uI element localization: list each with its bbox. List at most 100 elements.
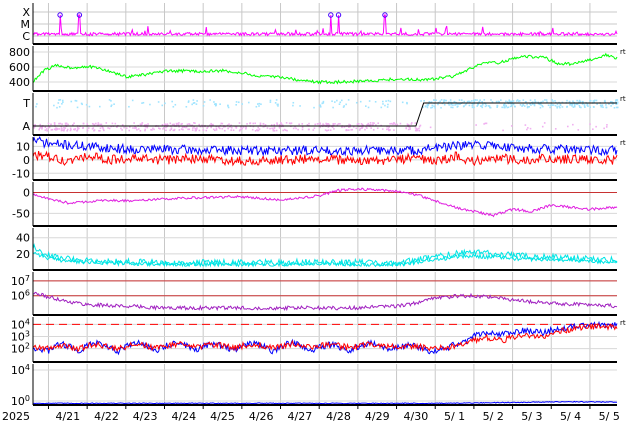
polarity-point	[226, 124, 229, 127]
polarity-point	[508, 99, 511, 102]
polarity-point	[380, 106, 383, 109]
polarity-point	[603, 127, 605, 130]
polarity-point	[472, 103, 474, 105]
polarity-point	[295, 127, 297, 130]
polarity-point	[347, 99, 350, 101]
polarity-point	[431, 104, 434, 107]
polarity-point	[512, 100, 515, 102]
rt-marker: rt	[620, 139, 626, 147]
polarity-point	[144, 128, 147, 131]
polarity-point	[542, 100, 544, 103]
polarity-point	[220, 122, 223, 125]
polarity-point	[178, 122, 180, 124]
polarity-point	[503, 104, 505, 106]
polarity-point	[175, 124, 178, 126]
polarity-point	[471, 104, 474, 107]
polarity-point	[223, 129, 226, 132]
polarity-point	[322, 102, 325, 104]
polarity-point	[46, 129, 49, 132]
polarity-point	[210, 124, 213, 126]
imf-series-line	[32, 136, 618, 157]
rt-marker: rt	[620, 95, 626, 103]
polarity-point	[269, 101, 272, 103]
polarity-point	[501, 106, 503, 109]
polarity-point	[169, 129, 171, 132]
polarity-point	[466, 100, 469, 103]
polarity-point	[278, 127, 281, 129]
polarity-point	[76, 127, 79, 129]
polarity-point	[554, 104, 557, 107]
date-axis: 2025 4/21 4/22 4/23 4/24 4/25 4/26 4/27 4/28 4/2…	[2, 405, 620, 423]
polarity-point	[167, 124, 169, 127]
polarity-point	[559, 106, 561, 109]
polarity-point	[33, 124, 35, 127]
polarity-point	[99, 129, 101, 132]
polarity-point	[239, 126, 242, 128]
polarity-point	[193, 102, 196, 104]
polarity-point	[278, 123, 281, 126]
polarity-point	[73, 122, 75, 125]
polarity-point	[589, 100, 591, 102]
polarity-point	[358, 129, 361, 131]
polarity-point	[161, 104, 164, 107]
polarity-point	[551, 99, 553, 101]
polarity-point	[579, 106, 581, 109]
polarity-point	[39, 123, 42, 126]
electron-series-line	[32, 323, 618, 353]
polarity-point	[192, 127, 194, 129]
polarity-point	[613, 106, 616, 109]
polarity-point	[69, 129, 72, 132]
polarity-point	[468, 104, 471, 107]
polarity-point	[64, 127, 67, 129]
polarity-point	[534, 99, 536, 101]
polarity-point	[576, 99, 578, 102]
polarity-point	[165, 126, 167, 129]
polarity-point	[193, 122, 195, 124]
polarity-point	[510, 103, 513, 105]
polarity-boundary-line	[33, 102, 617, 127]
polarity-point	[367, 124, 369, 126]
polarity-point	[373, 122, 375, 125]
polarity-point	[288, 122, 291, 125]
polarity-point	[111, 122, 114, 125]
polarity-point	[484, 105, 487, 108]
polarity-point	[230, 126, 233, 129]
dst-series-line	[32, 187, 618, 218]
polarity-point	[144, 129, 146, 132]
polarity-point	[481, 106, 484, 109]
polarity-point	[349, 124, 351, 126]
polarity-point	[414, 129, 417, 132]
polarity-point	[364, 128, 366, 131]
polarity-point	[165, 129, 167, 132]
polarity-point	[510, 100, 513, 103]
polarity-point	[201, 125, 204, 128]
polarity-point	[134, 125, 136, 128]
polarity-point	[547, 104, 550, 107]
polarity-point	[456, 103, 459, 105]
polarity-point	[257, 129, 260, 132]
polarity-point	[81, 103, 84, 106]
polarity-point	[69, 127, 72, 130]
polarity-point	[144, 125, 147, 128]
polarity-point	[348, 129, 350, 131]
polarity-point	[384, 104, 386, 107]
polarity-point	[600, 105, 603, 108]
polarity-point	[325, 123, 328, 126]
polarity-point	[230, 129, 233, 131]
polarity-point	[456, 106, 459, 108]
polarity-point	[312, 129, 315, 131]
polarity-point	[205, 129, 208, 132]
polarity-point	[213, 129, 216, 132]
polarity-point	[74, 128, 77, 130]
polarity-point	[451, 106, 454, 109]
polarity-point	[181, 122, 183, 125]
polarity-point	[599, 104, 602, 107]
polarity-point	[566, 125, 569, 128]
polarity-point	[505, 100, 507, 103]
polarity-point	[579, 100, 582, 103]
polarity-point	[66, 129, 69, 132]
polarity-point	[367, 122, 370, 125]
polarity-point	[58, 106, 61, 108]
polarity-point	[215, 103, 217, 105]
polarity-point	[608, 103, 610, 105]
